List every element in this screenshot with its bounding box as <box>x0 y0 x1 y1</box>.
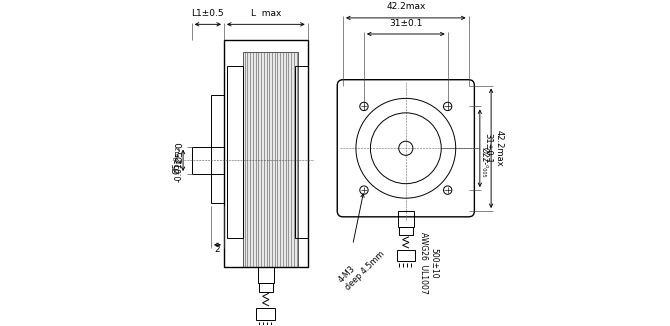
Text: Ø22-⁰₀₀₅: Ø22-⁰₀₀₅ <box>480 147 489 177</box>
Bar <box>227 66 243 238</box>
Text: 500±10
AWG26  UL1007: 500±10 AWG26 UL1007 <box>419 232 438 294</box>
Text: 31±0.1: 31±0.1 <box>483 133 492 164</box>
Bar <box>259 284 273 291</box>
Bar <box>399 227 413 235</box>
Text: 31±0.1: 31±0.1 <box>389 19 423 28</box>
Text: L1±0.5: L1±0.5 <box>192 9 224 18</box>
Bar <box>256 308 275 320</box>
Bar <box>398 211 414 227</box>
FancyBboxPatch shape <box>337 80 474 217</box>
Bar <box>295 66 308 238</box>
Bar <box>243 52 298 267</box>
Text: 42.2max: 42.2max <box>494 130 503 167</box>
Text: 42.2max: 42.2max <box>386 3 425 11</box>
Bar <box>258 267 274 284</box>
Text: 4-M3
deep 4.5mm: 4-M3 deep 4.5mm <box>336 242 387 292</box>
Text: Ø5-0: Ø5-0 <box>175 141 184 163</box>
Bar <box>397 250 415 261</box>
Text: -0.012: -0.012 <box>175 158 184 182</box>
Bar <box>224 40 308 267</box>
Bar <box>192 147 224 174</box>
Bar <box>211 95 224 203</box>
Text: Ø5-⁰₀₁₂: Ø5-⁰₀₁₂ <box>172 146 181 174</box>
Text: L  max: L max <box>251 9 281 18</box>
Text: 2: 2 <box>214 245 220 255</box>
